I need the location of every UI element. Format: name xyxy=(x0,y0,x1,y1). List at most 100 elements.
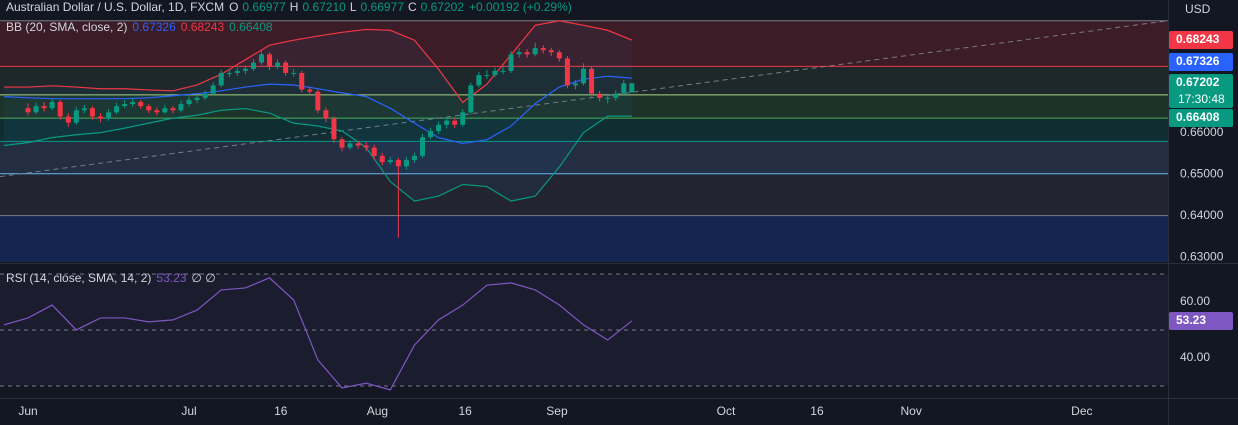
candle-body xyxy=(355,143,361,146)
x-tick-label: Sep xyxy=(546,404,568,418)
x-tick-label: 16 xyxy=(810,404,824,418)
bb-lower-label: 0.66408 xyxy=(1176,110,1220,124)
candle-body xyxy=(428,131,434,138)
y-tick-label: 40.00 xyxy=(1180,350,1210,364)
x-tick-label: Jul xyxy=(181,404,196,418)
candle-body xyxy=(516,52,522,55)
ohlc-value: 0.67202 xyxy=(420,0,464,14)
candle-body xyxy=(234,70,240,73)
candle-body xyxy=(597,93,603,98)
trend-line xyxy=(0,20,1168,178)
candle-body xyxy=(508,54,514,71)
candle-body xyxy=(97,116,103,119)
bb-upper-label: 0.68243 xyxy=(1176,32,1220,46)
candle-body xyxy=(395,160,401,167)
candle-body xyxy=(275,62,281,67)
bb-title: BB (20, SMA, close, 2) xyxy=(6,20,128,34)
x-tick-label: Dec xyxy=(1071,404,1092,418)
candle-body xyxy=(162,108,168,113)
rsi-legend: RSI (14, close, SMA, 14, 2) 53.23 ∅ ∅ xyxy=(6,271,216,285)
ohlc-key: H xyxy=(289,0,299,14)
ohlc-key: L xyxy=(349,0,357,14)
level-zone xyxy=(0,141,1168,174)
level-zone xyxy=(0,20,1168,67)
candle-body xyxy=(452,120,458,125)
candle-body xyxy=(154,110,160,113)
bb-basis: 0.67326 xyxy=(132,20,176,34)
candle-body xyxy=(540,48,546,51)
candle-body xyxy=(436,124,442,131)
candle-body xyxy=(73,110,79,123)
ohlc-value: 0.67210 xyxy=(302,0,346,14)
candle-body xyxy=(186,99,192,105)
candle-body xyxy=(581,68,587,84)
bb-upper-label-box xyxy=(1169,31,1233,49)
rsi-pane xyxy=(0,273,1168,391)
candle-body xyxy=(572,83,578,86)
candle-body xyxy=(218,72,224,86)
candle-body xyxy=(130,101,136,105)
currency: USD xyxy=(1185,2,1211,16)
symbol-title: Australian Dollar / U.S. Dollar, 1D, FXC… xyxy=(6,0,225,14)
candle-body xyxy=(524,52,530,55)
candle-body xyxy=(589,68,595,94)
bb-upper: 0.68243 xyxy=(180,20,225,34)
candle-body xyxy=(460,112,466,125)
candle-body xyxy=(33,106,39,113)
symbol-header: Australian Dollar / U.S. Dollar, 1D, FXC… xyxy=(6,0,572,14)
candle-body xyxy=(25,108,31,113)
candle-body xyxy=(57,101,63,117)
bb-lower: 0.66408 xyxy=(229,20,273,34)
candle-body xyxy=(411,155,417,161)
candle-body xyxy=(299,72,305,90)
candle-body xyxy=(170,108,176,111)
y-tick-label: 0.64000 xyxy=(1180,208,1224,222)
candle-body xyxy=(500,70,506,72)
candle-body xyxy=(283,62,289,73)
candle-body xyxy=(202,93,208,98)
candle-body xyxy=(250,62,256,69)
candle-body xyxy=(106,112,112,119)
price-pane xyxy=(0,20,1168,262)
y-tick-label: 60.00 xyxy=(1180,294,1210,308)
candle-body xyxy=(89,108,95,117)
bb-basis-label: 0.67326 xyxy=(1176,54,1220,68)
change: +0.00192 (+0.29%) xyxy=(469,0,572,14)
candle-body xyxy=(476,75,482,86)
candle-body xyxy=(65,116,71,123)
last-price-label-box xyxy=(1169,74,1233,108)
indicator-line xyxy=(3,20,633,104)
candle-body xyxy=(49,101,55,109)
candle-body xyxy=(339,139,345,148)
candle-body xyxy=(210,85,216,94)
candle-body xyxy=(363,145,369,148)
candle-body xyxy=(548,50,554,53)
candle-body xyxy=(267,54,273,67)
x-tick-label: 16 xyxy=(458,404,472,418)
x-tick-label: Jun xyxy=(18,404,37,418)
rsi-value: 53.23 xyxy=(156,271,187,285)
candle-body xyxy=(444,120,450,125)
candle-body xyxy=(387,160,393,163)
candle-body xyxy=(347,143,353,148)
rsi-band xyxy=(0,273,1168,386)
rsi-extra: ∅ ∅ xyxy=(191,271,216,285)
ohlc-key: O xyxy=(229,0,239,14)
countdown: 17:30:48 xyxy=(1178,92,1225,106)
level-zone xyxy=(0,94,1168,119)
bb-lower-label-box xyxy=(1169,109,1233,127)
candle-body xyxy=(226,72,232,74)
candle-body xyxy=(242,68,248,71)
candle-body xyxy=(41,106,47,109)
candle-body xyxy=(138,101,144,107)
ohlc-key: C xyxy=(407,0,417,14)
x-tick-label: Nov xyxy=(901,404,922,418)
level-zone xyxy=(0,173,1168,216)
y-tick-label: 0.65000 xyxy=(1180,167,1224,181)
x-tick-label: Oct xyxy=(717,404,736,418)
ohlc: O 0.66977 H 0.67210 L 0.66977 C 0.67202 xyxy=(229,0,464,14)
candle-body xyxy=(403,160,409,167)
bb-basis-label-box xyxy=(1169,53,1233,71)
candle-body xyxy=(621,83,627,94)
